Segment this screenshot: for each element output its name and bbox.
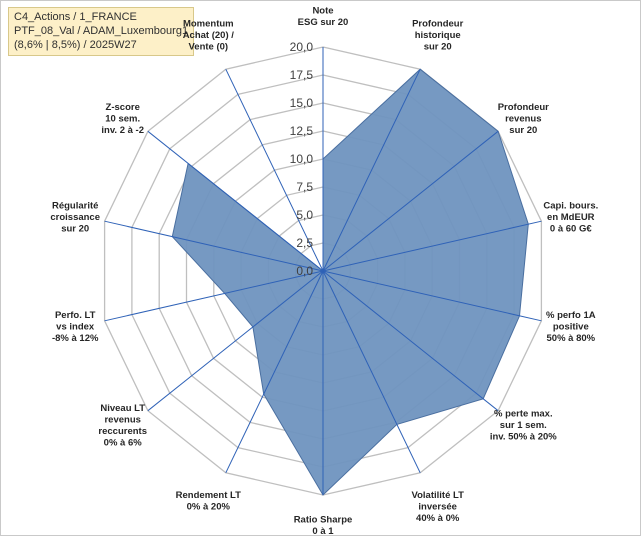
- axis-label: Rendement LT 0% à 20%: [176, 490, 241, 512]
- tick-label: 20,0: [290, 40, 314, 54]
- axis-spoke: [322, 68, 421, 272]
- axis-label: % perfo 1A positive 50% à 80%: [546, 310, 596, 344]
- axis-label-line: sur 1 sem.: [500, 420, 547, 431]
- info-line-3: (8,6% | 8,5%) / 2025W27: [14, 39, 137, 51]
- tick-layer: 0,0 2,5 5,0 7,5 10,0 12,5 15,0 17,5 20,0: [290, 40, 314, 278]
- axis-spoke: [104, 220, 324, 272]
- axis-label-line: % perfo 1A: [546, 310, 596, 321]
- series-layer: [171, 68, 529, 496]
- axis-label-line: revenus: [104, 414, 140, 425]
- axis-spoke: [225, 68, 324, 272]
- axis-spoke: [322, 220, 542, 272]
- axis-label-line: sur 20: [509, 125, 537, 136]
- axis-label: Note ESG sur 20: [298, 6, 349, 29]
- portfolio-info-box: C4_Actions / 1_FRANCE PTF_08_Val / ADAM_…: [8, 7, 195, 56]
- axis-label-line: inv. 50% à 20%: [490, 432, 557, 443]
- info-line-2: PTF_08_Val / ADAM_Luxembourg1: [14, 25, 189, 37]
- spoke-layer: [104, 47, 542, 495]
- axis-label-line: 0% à 6%: [104, 437, 143, 448]
- axis-label: Profondeur historique sur 20: [412, 18, 463, 52]
- series-area: [171, 68, 529, 496]
- axis-label: Perfo. LT vs index -8% à 12%: [52, 310, 99, 344]
- axis-label: Z-score 10 sem. inv. 2 à -2: [101, 102, 144, 136]
- axis-label-line: en MdEUR: [547, 212, 595, 223]
- tick-label: 10,0: [290, 152, 314, 166]
- axis-label: Volatilité LT inversée 40% à 0%: [411, 490, 464, 524]
- axis-label-line: Momentum: [183, 18, 234, 29]
- axis-label-line: Rendement LT: [176, 490, 241, 501]
- axis-label-line: Perfo. LT: [55, 310, 96, 321]
- axis-label-line: Z-score: [106, 102, 140, 113]
- axis-spoke: [322, 270, 421, 474]
- axis-label-line: croissance: [50, 212, 100, 223]
- tick-label: 17,5: [290, 68, 314, 82]
- axis-spoke: [147, 130, 324, 272]
- axis-label-line: Profondeur: [412, 18, 463, 29]
- axis-spoke: [147, 270, 324, 412]
- axis-label-line: inversée: [418, 502, 457, 513]
- axis-label-line: Achat (20) /: [183, 30, 235, 41]
- axis-label-line: sur 20: [61, 224, 89, 235]
- axis-label-line: reccurents: [98, 426, 147, 437]
- axis-label: Capi. bours. en MdEUR 0 à 60 G€: [543, 201, 598, 235]
- axis-spoke: [322, 130, 499, 272]
- tick-label: 5,0: [296, 208, 313, 222]
- tick-label: 0,0: [296, 264, 313, 278]
- axis-label-line: Régularité: [52, 201, 98, 212]
- axis-label-line: 50% à 80%: [547, 333, 596, 344]
- axis-label-line: Vente (0): [188, 41, 228, 52]
- axis-spoke: [322, 270, 499, 412]
- axis-label-line: Capi. bours.: [543, 201, 598, 212]
- axis-label-line: 10 sem.: [105, 113, 140, 124]
- axis-label-line: Ratio Sharpe: [294, 515, 353, 526]
- axis-spoke: [322, 270, 542, 322]
- axis-spoke: [225, 270, 324, 474]
- tick-label: 15,0: [290, 96, 314, 110]
- axis-label-line: Niveau LT: [100, 403, 145, 414]
- axis-label-line: sur 20: [424, 41, 452, 52]
- tick-label: 12,5: [290, 124, 314, 138]
- axis-label-line: -8% à 12%: [52, 333, 99, 344]
- axis-label: Momentum Achat (20) / Vente (0): [183, 18, 235, 52]
- axis-label-line: 0 à 1: [312, 526, 334, 535]
- info-line-1: C4_Actions / 1_FRANCE: [14, 11, 137, 23]
- axis-label-line: inv. 2 à -2: [101, 125, 144, 136]
- axis-label-line: 40% à 0%: [416, 513, 460, 524]
- axis-label-line: Note: [312, 6, 333, 17]
- axis-label-line: revenus: [505, 113, 541, 124]
- axis-label: Profondeur revenus sur 20: [498, 102, 549, 136]
- axis-spoke: [104, 270, 324, 322]
- axis-label-line: historique: [415, 30, 461, 41]
- axis-label-line: vs index: [56, 322, 95, 333]
- axis-label: Régularité croissance sur 20: [50, 201, 100, 235]
- axis-label-line: positive: [553, 322, 589, 333]
- axis-label: Ratio Sharpe 0 à 1: [294, 515, 353, 536]
- axis-label-line: 0 à 60 G€: [550, 224, 592, 235]
- tick-label: 2,5: [296, 236, 313, 250]
- tick-label: 7,5: [296, 180, 313, 194]
- axis-label: % perte max. sur 1 sem. inv. 50% à 20%: [490, 409, 557, 443]
- axis-label-line: 0% à 20%: [187, 502, 231, 513]
- axis-label: Niveau LT revenus reccurents 0% à 6%: [98, 403, 147, 449]
- axis-label-line: ESG sur 20: [298, 17, 349, 28]
- label-layer: Note ESG sur 20 Profondeur historique sur 20…: [50, 6, 598, 536]
- axis-label-line: Profondeur: [498, 102, 549, 113]
- axis-label-line: Volatilité LT: [411, 490, 464, 501]
- axis-label-line: % perte max.: [494, 409, 553, 420]
